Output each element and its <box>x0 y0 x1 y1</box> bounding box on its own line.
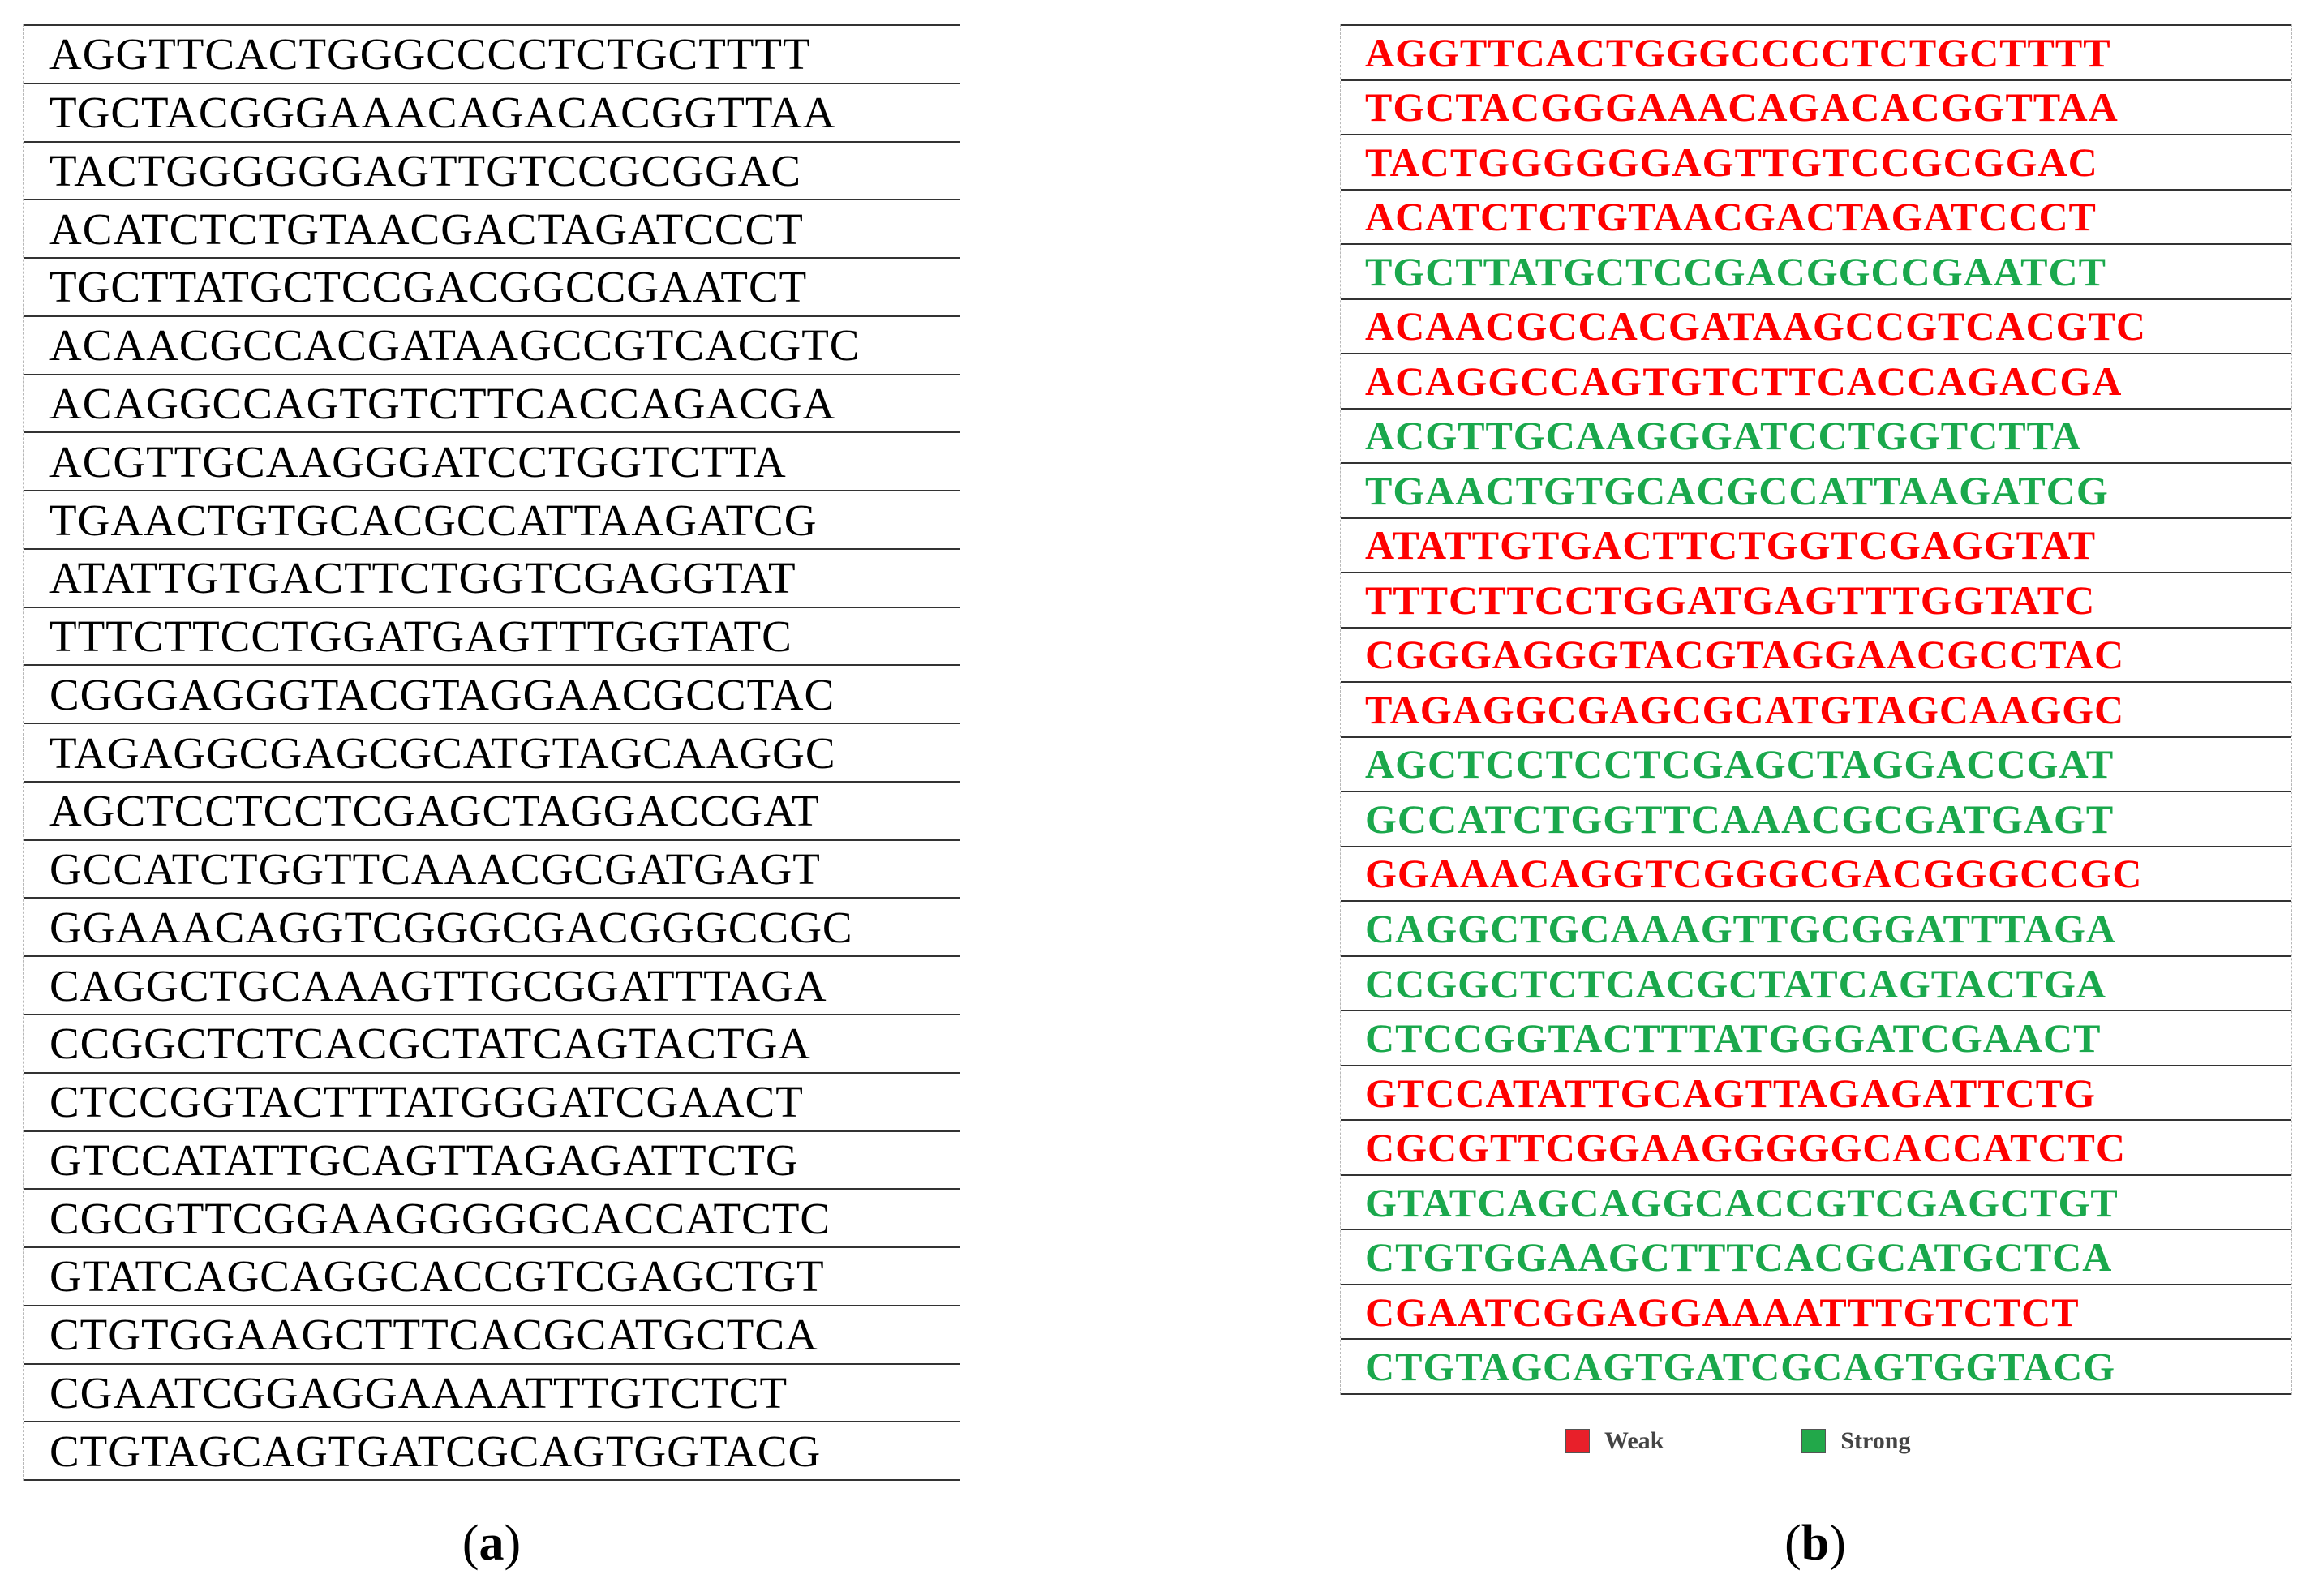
sequence-row-a: ACAACGCCACGATAAGCCGTCACGTC <box>24 317 960 375</box>
sequence-row-b-strong: GCCATCTGGTTCAAACGCGATGAGT <box>1341 792 2291 847</box>
sequence-row-a: CTGTGGAAGCTTTCACGCATGCTCA <box>24 1306 960 1365</box>
panel-b-classified-sequence-table: AGGTTCACTGGGCCCCTCTGCTTTT TGCTACGGGAAACAG… <box>1340 24 2292 1395</box>
weak-color-swatch <box>1565 1429 1590 1453</box>
sequence-row-b-strong: TGCTTATGCTCCGACGGCCGAATCT <box>1341 245 2291 300</box>
sequence-row-b-weak: TACTGGGGGGAGTTGTCCGCGGAC <box>1341 135 2291 191</box>
sequence-row-a: TGCTACGGGAAACAGACACGGTTAA <box>24 84 960 143</box>
sequence-row-b-weak: ACAGGCCAGTGTCTTCACCAGACGA <box>1341 354 2291 410</box>
sequence-row-b-strong: ACGTTGCAAGGGATCCTGGTCTTA <box>1341 410 2291 465</box>
sequence-row-a: TGCTTATGCTCCGACGGCCGAATCT <box>24 259 960 317</box>
sequence-row-b-weak: CGCGTTCGGAAGGGGGCACCATCTC <box>1341 1121 2291 1176</box>
sequence-row-a: CTCCGGTACTTTATGGGATCGAACT <box>24 1074 960 1132</box>
caption-a: (a) <box>462 1516 522 1571</box>
strong-color-swatch <box>1801 1429 1827 1453</box>
legend-item-weak: Weak <box>1565 1427 1664 1455</box>
sequence-row-b-strong: CTGTGGAAGCTTTCACGCATGCTCA <box>1341 1230 2291 1285</box>
sequence-row-b-strong: CAGGCTGCAAAGTTGCGGATTTAGA <box>1341 902 2291 957</box>
sequence-row-a: GTCCATATTGCAGTTAGAGATTCTG <box>24 1132 960 1191</box>
sequence-row-a: AGCTCCTCCTCGAGCTAGGACCGAT <box>24 783 960 841</box>
sequence-row-b-weak: CGGGAGGGTACGTAGGAACGCCTAC <box>1341 629 2291 684</box>
sequence-row-b-weak: ATATTGTGACTTCTGGTCGAGGTAT <box>1341 519 2291 574</box>
sequence-row-a: GTATCAGCAGGCACCGTCGAGCTGT <box>24 1248 960 1306</box>
sequence-row-b-weak: CGAATCGGAGGAAAATTTGTCTCT <box>1341 1285 2291 1341</box>
legend-strong-label: Strong <box>1840 1427 1911 1454</box>
sequence-row-b-weak: ACATCTCTGTAACGACTAGATCCCT <box>1341 191 2291 246</box>
sequence-row-b-strong: AGCTCCTCCTCGAGCTAGGACCGAT <box>1341 738 2291 793</box>
sequence-list-b: AGGTTCACTGGGCCCCTCTGCTTTT TGCTACGGGAAACAG… <box>1341 24 2291 1395</box>
sequence-list-a: AGGTTCACTGGGCCCCTCTGCTTTT TGCTACGGGAAACAG… <box>24 24 960 1482</box>
sequence-row-a: CGCGTTCGGAAGGGGGCACCATCTC <box>24 1190 960 1249</box>
caption-b: (b) <box>1784 1516 1846 1571</box>
sequence-row-a: CCGGCTCTCACGCTATCAGTACTGA <box>24 1015 960 1074</box>
legend-weak-label: Weak <box>1604 1427 1664 1454</box>
sequence-row-a: ACATCTCTGTAACGACTAGATCCCT <box>24 200 960 260</box>
sequence-row-b-weak: GTCCATATTGCAGTTAGAGATTCTG <box>1341 1066 2291 1122</box>
sequence-row-b-strong: CTCCGGTACTTTATGGGATCGAACT <box>1341 1011 2291 1066</box>
sequence-row-a: TAGAGGCGAGCGCATGTAGCAAGGC <box>24 724 960 783</box>
sequence-row-a: CAGGCTGCAAAGTTGCGGATTTAGA <box>24 957 960 1016</box>
sequence-row-b-strong: TGAACTGTGCACGCCATTAAGATCG <box>1341 464 2291 519</box>
sequence-row-a: GCCATCTGGTTCAAACGCGATGAGT <box>24 841 960 899</box>
sequence-row-b-strong: CCGGCTCTCACGCTATCAGTACTGA <box>1341 957 2291 1012</box>
sequence-row-a: GGAAACAGGTCGGGCGACGGGCCGC <box>24 899 960 958</box>
sequence-row-a: ACGTTGCAAGGGATCCTGGTCTTA <box>24 433 960 492</box>
sequence-row-a: CGGGAGGGTACGTAGGAACGCCTAC <box>24 666 960 725</box>
sequence-row-b-strong: CTGTAGCAGTGATCGCAGTGGTACG <box>1341 1340 2291 1395</box>
legend: Weak Strong <box>1565 1427 1911 1455</box>
sequence-row-a: CGAATCGGAGGAAAATTTGTCTCT <box>24 1365 960 1423</box>
sequence-row-b-weak: ACAACGCCACGATAAGCCGTCACGTC <box>1341 300 2291 355</box>
sequence-row-a: CTGTAGCAGTGATCGCAGTGGTACG <box>24 1422 960 1482</box>
sequence-row-a: TACTGGGGGGAGTTGTCCGCGGAC <box>24 143 960 201</box>
sequence-row-b-weak: AGGTTCACTGGGCCCCTCTGCTTTT <box>1341 26 2291 81</box>
sequence-row-a: ACAGGCCAGTGTCTTCACCAGACGA <box>24 375 960 434</box>
sequence-row-a: TTTCTTCCTGGATGAGTTTGGTATC <box>24 608 960 667</box>
sequence-row-b-weak: GGAAACAGGTCGGGCGACGGGCCGC <box>1341 847 2291 903</box>
panel-a-sequence-table: AGGTTCACTGGGCCCCTCTGCTTTT TGCTACGGGAAACAG… <box>23 24 960 1482</box>
legend-item-strong: Strong <box>1801 1427 1911 1455</box>
sequence-row-b-weak: TGCTACGGGAAACAGACACGGTTAA <box>1341 81 2291 136</box>
sequence-row-b-weak: TAGAGGCGAGCGCATGTAGCAAGGC <box>1341 683 2291 738</box>
sequence-row-b-strong: GTATCAGCAGGCACCGTCGAGCTGT <box>1341 1176 2291 1231</box>
sequence-row-a: ATATTGTGACTTCTGGTCGAGGTAT <box>24 550 960 608</box>
sequence-row-a: TGAACTGTGCACGCCATTAAGATCG <box>24 491 960 550</box>
sequence-row-a: AGGTTCACTGGGCCCCTCTGCTTTT <box>24 26 960 84</box>
sequence-row-b-weak: TTTCTTCCTGGATGAGTTTGGTATC <box>1341 573 2291 629</box>
